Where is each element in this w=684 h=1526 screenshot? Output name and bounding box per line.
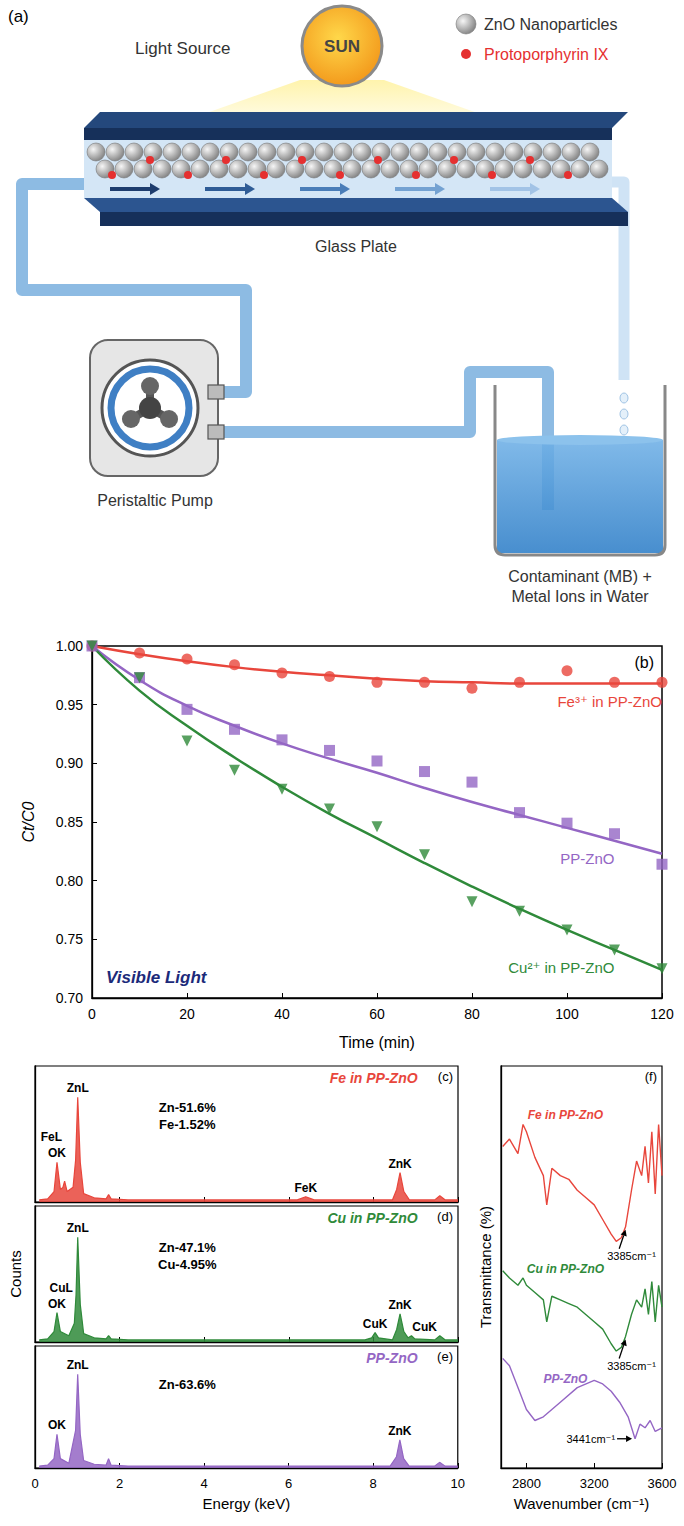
svg-text:4: 4 (200, 1476, 207, 1491)
svg-text:3385cm⁻¹: 3385cm⁻¹ (607, 1250, 656, 1262)
svg-text:8: 8 (370, 1476, 377, 1491)
svg-text:Protoporphyrin IX: Protoporphyrin IX (484, 46, 609, 63)
svg-text:Fe in PP-ZnO: Fe in PP-ZnO (330, 1070, 418, 1086)
svg-text:2: 2 (116, 1476, 123, 1491)
svg-text:3600: 3600 (648, 1476, 677, 1491)
svg-text:Zn-47.1%: Zn-47.1% (159, 1240, 217, 1255)
svg-text:100: 100 (555, 1006, 579, 1022)
svg-text:Peristaltic Pump: Peristaltic Pump (97, 492, 213, 509)
svg-text:Wavenumber (cm⁻¹): Wavenumber (cm⁻¹) (514, 1495, 650, 1512)
svg-text:CuL: CuL (50, 1281, 73, 1295)
svg-text:ZnO Nanoparticles: ZnO Nanoparticles (484, 16, 617, 33)
svg-text:3441cm⁻¹: 3441cm⁻¹ (566, 1433, 615, 1445)
svg-text:60: 60 (369, 1006, 385, 1022)
svg-text:Light Source: Light Source (135, 39, 230, 58)
svg-text:80: 80 (464, 1006, 480, 1022)
svg-text:120: 120 (650, 1006, 674, 1022)
svg-text:3385cm⁻¹: 3385cm⁻¹ (607, 1360, 656, 1372)
svg-text:0.95: 0.95 (56, 697, 83, 713)
svg-text:ZnK: ZnK (388, 1424, 412, 1438)
svg-text:0.85: 0.85 (56, 814, 83, 830)
svg-text:0.90: 0.90 (56, 755, 83, 771)
svg-text:ZnL: ZnL (67, 1081, 89, 1095)
svg-text:(a): (a) (8, 7, 29, 26)
svg-text:1.00: 1.00 (56, 638, 83, 654)
svg-text:3200: 3200 (580, 1476, 609, 1491)
svg-text:Metal Ions in Water: Metal Ions in Water (511, 588, 649, 605)
svg-text:PP-ZnO: PP-ZnO (560, 850, 614, 867)
svg-text:CuK: CuK (412, 1320, 437, 1334)
svg-text:PP-ZnO: PP-ZnO (543, 1372, 588, 1386)
svg-text:SUN: SUN (324, 37, 360, 56)
svg-text:(f): (f) (645, 1069, 657, 1084)
svg-text:Counts: Counts (7, 1250, 24, 1298)
svg-text:OK: OK (48, 1297, 66, 1311)
svg-text:0: 0 (31, 1476, 38, 1491)
svg-text:0.70: 0.70 (56, 990, 83, 1006)
svg-text:Cu in PP-ZnO: Cu in PP-ZnO (527, 1262, 605, 1276)
svg-text:Cu in PP-ZnO: Cu in PP-ZnO (327, 1210, 417, 1226)
svg-text:Energy (keV): Energy (keV) (203, 1495, 291, 1512)
svg-text:ZnK: ZnK (388, 1157, 412, 1171)
svg-text:FeL: FeL (41, 1130, 62, 1144)
svg-text:Contaminant (MB) +: Contaminant (MB) + (508, 568, 652, 585)
svg-text:Zn-51.6%: Zn-51.6% (159, 1100, 217, 1115)
svg-text:ZnK: ZnK (388, 1298, 412, 1312)
svg-text:Glass Plate: Glass Plate (315, 238, 397, 255)
svg-text:(c): (c) (438, 1069, 453, 1084)
svg-text:Visible Light: Visible Light (106, 968, 208, 987)
svg-text:ZnL: ZnL (67, 1358, 89, 1372)
svg-text:(d): (d) (437, 1209, 453, 1224)
svg-text:20: 20 (179, 1006, 195, 1022)
svg-text:0: 0 (88, 1006, 96, 1022)
svg-text:2800: 2800 (512, 1476, 541, 1491)
svg-text:6: 6 (285, 1476, 292, 1491)
svg-text:CuK: CuK (363, 1317, 388, 1331)
svg-text:FeK: FeK (294, 1181, 317, 1195)
svg-text:Cu-4.95%: Cu-4.95% (158, 1257, 217, 1272)
svg-text:Cu²⁺ in PP-ZnO: Cu²⁺ in PP-ZnO (508, 959, 614, 976)
svg-text:Zn-63.6%: Zn-63.6% (159, 1377, 217, 1392)
svg-text:OK: OK (48, 1418, 66, 1432)
svg-text:0.75: 0.75 (56, 931, 83, 947)
svg-text:PP-ZnO: PP-ZnO (366, 1350, 417, 1366)
svg-text:(b): (b) (634, 654, 654, 671)
svg-text:10: 10 (451, 1476, 465, 1491)
svg-text:Transmittance (%): Transmittance (%) (477, 1206, 494, 1328)
svg-text:Fe in PP-ZnO: Fe in PP-ZnO (528, 1108, 604, 1122)
svg-text:Fe³⁺ in PP-ZnO: Fe³⁺ in PP-ZnO (557, 693, 662, 710)
svg-text:Time (min): Time (min) (339, 1034, 415, 1051)
svg-text:OK: OK (48, 1146, 66, 1160)
svg-text:40: 40 (274, 1006, 290, 1022)
svg-text:Fe-1.52%: Fe-1.52% (159, 1117, 216, 1132)
svg-text:ZnL: ZnL (67, 1221, 89, 1235)
svg-text:0.80: 0.80 (56, 873, 83, 889)
svg-text:Ct/C0: Ct/C0 (20, 801, 37, 842)
svg-text:(e): (e) (437, 1349, 453, 1364)
